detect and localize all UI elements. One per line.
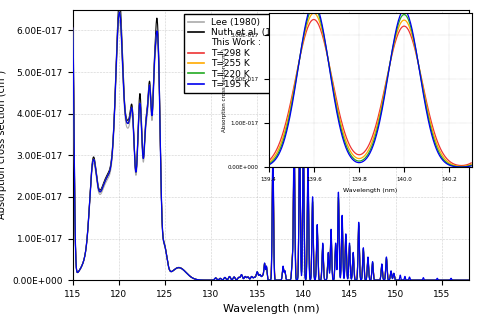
T=298 K <box>467 278 472 282</box>
X-axis label: Wavelength (nm): Wavelength (nm) <box>223 304 319 314</box>
Nuth et al. (1982) <box>172 267 178 270</box>
T=298 K <box>311 265 317 269</box>
Line: T=220 K: T=220 K <box>73 12 469 280</box>
T=255 K <box>117 10 122 14</box>
Nuth et al. (1982) <box>129 102 135 106</box>
Lee (1980) <box>467 278 472 282</box>
T=220 K <box>311 269 317 273</box>
T=298 K <box>279 277 285 281</box>
T=298 K <box>117 10 122 14</box>
Lee (1980) <box>91 161 96 165</box>
Y-axis label: Absorption cross section (cm²): Absorption cross section (cm²) <box>221 48 227 132</box>
T=298 K <box>129 106 135 109</box>
T=298 K <box>172 267 178 271</box>
Line: Lee (1980): Lee (1980) <box>73 20 469 280</box>
T=195 K <box>91 157 96 161</box>
T=220 K <box>117 10 122 14</box>
Line: T=298 K: T=298 K <box>73 12 469 280</box>
T=220 K <box>467 278 472 282</box>
T=255 K <box>91 157 96 161</box>
T=298 K <box>70 25 76 29</box>
Nuth et al. (1982) <box>91 155 96 159</box>
T=255 K <box>467 278 472 282</box>
T=255 K <box>129 106 135 109</box>
T=195 K <box>117 10 122 14</box>
T=195 K <box>279 278 285 281</box>
Nuth et al. (1982) <box>279 277 285 281</box>
Lee (1980) <box>311 266 317 270</box>
T=220 K <box>273 278 279 282</box>
X-axis label: Wavelength (nm): Wavelength (nm) <box>343 188 397 193</box>
T=220 K <box>279 277 285 281</box>
T=255 K <box>70 25 76 29</box>
Line: T=195 K: T=195 K <box>73 12 469 280</box>
T=298 K <box>273 278 279 282</box>
T=220 K <box>70 25 76 29</box>
T=255 K <box>279 277 285 281</box>
Line: Nuth et al. (1982): Nuth et al. (1982) <box>73 0 469 280</box>
Nuth et al. (1982) <box>273 278 279 282</box>
Lee (1980) <box>273 278 279 282</box>
Y-axis label: Absorption cross section (cm²): Absorption cross section (cm²) <box>0 70 7 220</box>
Legend: Lee (1980), Nuth et al. (1982), This Work :, T=298 K, T=255 K, T=220 K, T=195 K: Lee (1980), Nuth et al. (1982), This Wor… <box>184 14 296 92</box>
T=255 K <box>311 267 317 271</box>
Lee (1980) <box>129 111 135 115</box>
T=195 K <box>311 270 317 274</box>
T=255 K <box>273 278 279 282</box>
T=195 K <box>172 267 178 271</box>
Nuth et al. (1982) <box>70 8 76 12</box>
T=220 K <box>172 267 178 271</box>
T=195 K <box>70 25 76 29</box>
T=195 K <box>273 278 279 282</box>
T=220 K <box>129 106 135 109</box>
T=298 K <box>91 157 96 161</box>
Lee (1980) <box>172 267 178 271</box>
T=195 K <box>467 278 472 282</box>
Lee (1980) <box>117 18 122 22</box>
Nuth et al. (1982) <box>467 278 472 282</box>
T=195 K <box>129 106 135 109</box>
Nuth et al. (1982) <box>311 268 317 271</box>
T=220 K <box>91 157 96 161</box>
T=255 K <box>172 267 178 271</box>
Lee (1980) <box>279 277 285 281</box>
Lee (1980) <box>70 33 76 37</box>
Line: T=255 K: T=255 K <box>73 12 469 280</box>
